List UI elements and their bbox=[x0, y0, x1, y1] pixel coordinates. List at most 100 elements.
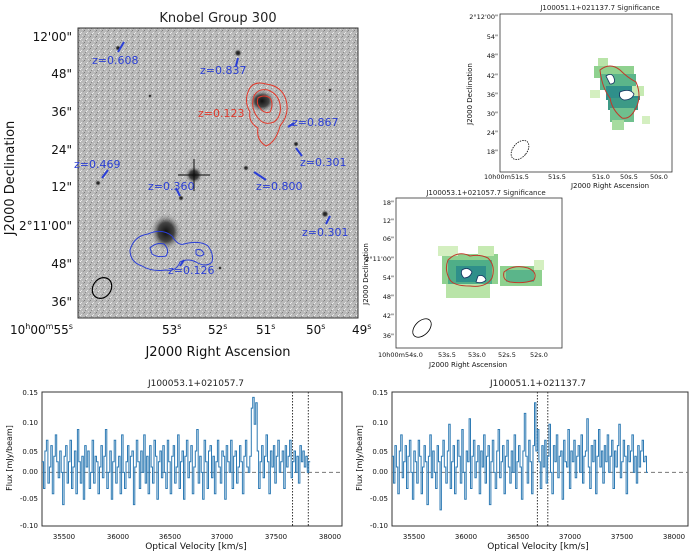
x-tick: 52s.0 bbox=[530, 351, 548, 359]
sig-top-xticks: 10h00m51s.5 51s.5 51s.0 50s.5 50s.0 bbox=[484, 173, 668, 181]
hi-contours-blue bbox=[129, 230, 213, 271]
sig-top-yticks: 2°12'00" 54" 48" 42" 36" 30" 24" 18" bbox=[469, 13, 498, 156]
x-tick: 38000 bbox=[319, 533, 341, 541]
spectrum-right-ylabel: Flux [mJy/beam] bbox=[355, 425, 364, 491]
redshift-label: z=0.800 bbox=[256, 180, 302, 193]
spectrum-left-xlabel: Optical Velocity [km/s] bbox=[145, 542, 247, 552]
y-tick: 48" bbox=[383, 293, 394, 301]
x-tick: 10h00m54s.0 bbox=[378, 351, 423, 359]
spectrum-line bbox=[392, 402, 648, 511]
spectrum-left-ylabel: Flux [mJy/beam] bbox=[5, 425, 14, 491]
x-tick: 38000 bbox=[663, 533, 685, 541]
sig-top-beam bbox=[510, 140, 530, 160]
sig-mid-yticks: 18" 12" 06" 2°11'00" 54" 48" 42" 36" bbox=[365, 199, 394, 340]
y-tick: 24" bbox=[487, 129, 498, 137]
hi-contours-red bbox=[245, 82, 288, 147]
sig-mid-ylabel: J2000 Declination bbox=[362, 243, 370, 306]
y-tick: 18" bbox=[487, 148, 498, 156]
x-tick: 36000 bbox=[107, 533, 129, 541]
plot-frame bbox=[41, 391, 343, 527]
main-image-title: Knobel Group 300 bbox=[159, 11, 276, 26]
x-tick: 37000 bbox=[559, 533, 581, 541]
x-tick: 36500 bbox=[159, 533, 181, 541]
y-tick: 0.00 bbox=[22, 468, 38, 476]
y-tick: 12" bbox=[51, 180, 72, 194]
y-tick: -0.10 bbox=[20, 522, 38, 530]
x-tick: 50s.5 bbox=[620, 173, 638, 181]
sig-mid-title: J100053.1+021057.7 Significance bbox=[425, 189, 545, 197]
x-ticks: 10h00m55s 53s 52s 51s 50s 49s bbox=[10, 322, 371, 337]
x-tick: 36000 bbox=[455, 533, 477, 541]
y-tick: 48" bbox=[487, 52, 498, 60]
sig-top-xlabel: J2000 Right Ascension bbox=[570, 182, 649, 190]
x-tick: 52s bbox=[208, 322, 227, 337]
redshift-label: z=0.608 bbox=[92, 54, 138, 67]
y-tick: 48" bbox=[51, 67, 72, 81]
label-pointers bbox=[101, 41, 331, 267]
redshift-label: z=0.469 bbox=[74, 158, 120, 171]
x-tick: 51s.0 bbox=[592, 173, 610, 181]
x-tick: 10h00m51s.5 bbox=[484, 173, 529, 181]
redshift-label: z=0.360 bbox=[148, 180, 194, 193]
redshift-label: z=0.867 bbox=[292, 116, 338, 129]
x-tick: 37500 bbox=[265, 533, 287, 541]
redshift-label: z=0.126 bbox=[168, 264, 214, 277]
spectrum-right-yticks: 0.15 0.10 0.05 0.00 -0.05 -0.10 bbox=[370, 389, 388, 530]
x-tick: 35500 bbox=[53, 533, 75, 541]
sig-top-title: J100051.1+021137.7 Significance bbox=[539, 4, 659, 12]
sources bbox=[95, 45, 332, 270]
y-tick: 2°11'00" bbox=[19, 219, 72, 233]
sig-mid-xticks: 10h00m54s.0 53s.5 53s.0 52s.5 52s.0 bbox=[378, 351, 548, 359]
x-tick: 53s.0 bbox=[468, 351, 486, 359]
x-tick: 37500 bbox=[611, 533, 633, 541]
spectrum-right-plot bbox=[391, 391, 689, 527]
y-tick: 48" bbox=[51, 257, 72, 271]
y-tick: 0.15 bbox=[372, 389, 388, 397]
x-tick: 51s.5 bbox=[548, 173, 566, 181]
optical-image bbox=[77, 27, 359, 319]
y-tick: 06" bbox=[383, 235, 394, 243]
y-tick: 42" bbox=[487, 72, 498, 80]
redshift-label: z=0.123 bbox=[198, 107, 244, 120]
spectrum-left-xticks: 35500 36000 36500 37000 37500 38000 bbox=[53, 533, 341, 541]
redshift-label: z=0.301 bbox=[302, 226, 348, 239]
y-axis-label: J2000 Declination bbox=[3, 121, 18, 237]
main-image-panel: Knobel Group 300 bbox=[3, 11, 371, 360]
y-tick: 36" bbox=[383, 332, 394, 340]
y-tick: 12" bbox=[383, 217, 394, 225]
sig-mid-xlabel: J2000 Right Ascension bbox=[428, 361, 507, 369]
plot-frame bbox=[391, 391, 689, 527]
y-tick: 36" bbox=[51, 295, 72, 309]
x-tick: 53s.5 bbox=[438, 351, 456, 359]
spectrum-left-title: J100053.1+021057.7 bbox=[147, 379, 244, 389]
x-tick: 50s.0 bbox=[650, 173, 668, 181]
x-tick: 51s bbox=[256, 322, 275, 337]
sig-top-frame bbox=[499, 13, 673, 173]
y-tick: 54" bbox=[383, 274, 394, 282]
y-tick: -0.05 bbox=[370, 495, 388, 503]
spectrum-right-xlabel: Optical Velocity [km/s] bbox=[487, 542, 589, 552]
sig-mid-beam bbox=[412, 318, 432, 338]
y-tick: 2°11'00" bbox=[365, 255, 394, 263]
spectrum-right-panel: J100051.1+021137.7 Flux [mJy/beam] Optic… bbox=[355, 379, 689, 552]
sig-top-heatmap bbox=[590, 58, 650, 130]
x-tick: 49s bbox=[352, 322, 371, 337]
y-tick: 2°12'00" bbox=[469, 13, 498, 21]
spectrum-right-xticks: 35500 36000 36500 37000 37500 38000 bbox=[403, 533, 685, 541]
redshift-label: z=0.837 bbox=[200, 64, 246, 77]
y-tick: 42" bbox=[383, 312, 394, 320]
x-axis-label: J2000 Right Ascension bbox=[144, 345, 290, 360]
x-tick: 36500 bbox=[507, 533, 529, 541]
spectrum-left-plot bbox=[41, 391, 343, 527]
sig-top-ylabel: J2000 Declination bbox=[466, 63, 474, 126]
beam-ellipse bbox=[91, 277, 113, 299]
y-tick: 30" bbox=[487, 110, 498, 118]
x-tick: 10h00m55s bbox=[10, 322, 73, 337]
x-tick: 37000 bbox=[211, 533, 233, 541]
y-tick: 0.00 bbox=[372, 468, 388, 476]
y-tick: -0.05 bbox=[20, 495, 38, 503]
y-tick: 0.10 bbox=[22, 419, 38, 427]
significance-map-middle: J100053.1+021057.7 Significance J2000 De… bbox=[362, 189, 563, 369]
y-tick: 0.05 bbox=[22, 448, 38, 456]
x-tick: 50s bbox=[306, 322, 325, 337]
